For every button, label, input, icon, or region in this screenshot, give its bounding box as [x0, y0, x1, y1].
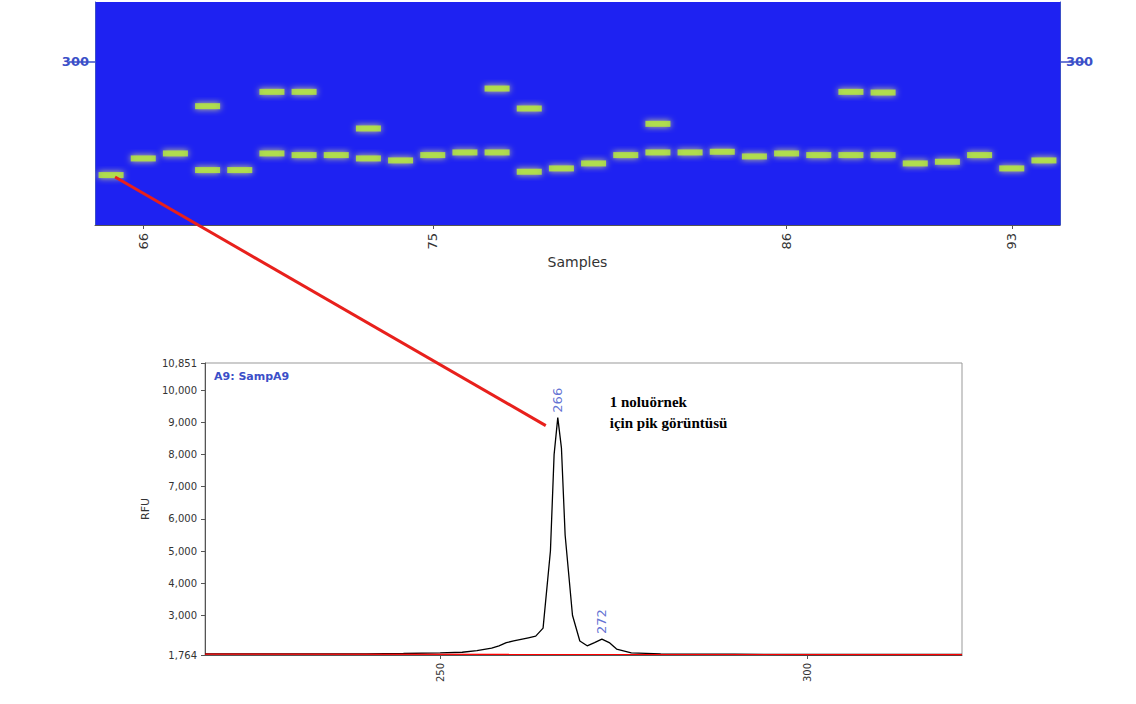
- svg-text:Samples: Samples: [548, 254, 608, 270]
- svg-text:3,000: 3,000: [168, 610, 197, 621]
- svg-text:10,000: 10,000: [162, 385, 197, 396]
- svg-text:300: 300: [1066, 54, 1093, 69]
- svg-text:6,000: 6,000: [168, 513, 197, 524]
- svg-text:272: 272: [594, 609, 609, 634]
- svg-text:RFU: RFU: [139, 498, 152, 520]
- svg-text:için pik görüntüsü: için pik görüntüsü: [610, 415, 728, 431]
- svg-text:10,851: 10,851: [162, 358, 197, 369]
- svg-text:300: 300: [802, 663, 813, 682]
- svg-text:86: 86: [779, 233, 794, 250]
- svg-text:7,000: 7,000: [168, 481, 197, 492]
- svg-text:4,000: 4,000: [168, 578, 197, 589]
- svg-text:266: 266: [550, 388, 565, 413]
- svg-text:93: 93: [1004, 233, 1019, 250]
- svg-text:66: 66: [136, 233, 151, 250]
- svg-text:75: 75: [425, 233, 440, 250]
- svg-text:9,000: 9,000: [168, 417, 197, 428]
- svg-text:300: 300: [62, 54, 89, 69]
- svg-text:5,000: 5,000: [168, 546, 197, 557]
- svg-text:8,000: 8,000: [168, 449, 197, 460]
- svg-text:250: 250: [435, 663, 446, 682]
- svg-text:A9: SampA9: A9: SampA9: [214, 370, 289, 383]
- svg-text:1 noluörnek: 1 noluörnek: [610, 394, 688, 410]
- svg-text:1,764: 1,764: [168, 650, 197, 661]
